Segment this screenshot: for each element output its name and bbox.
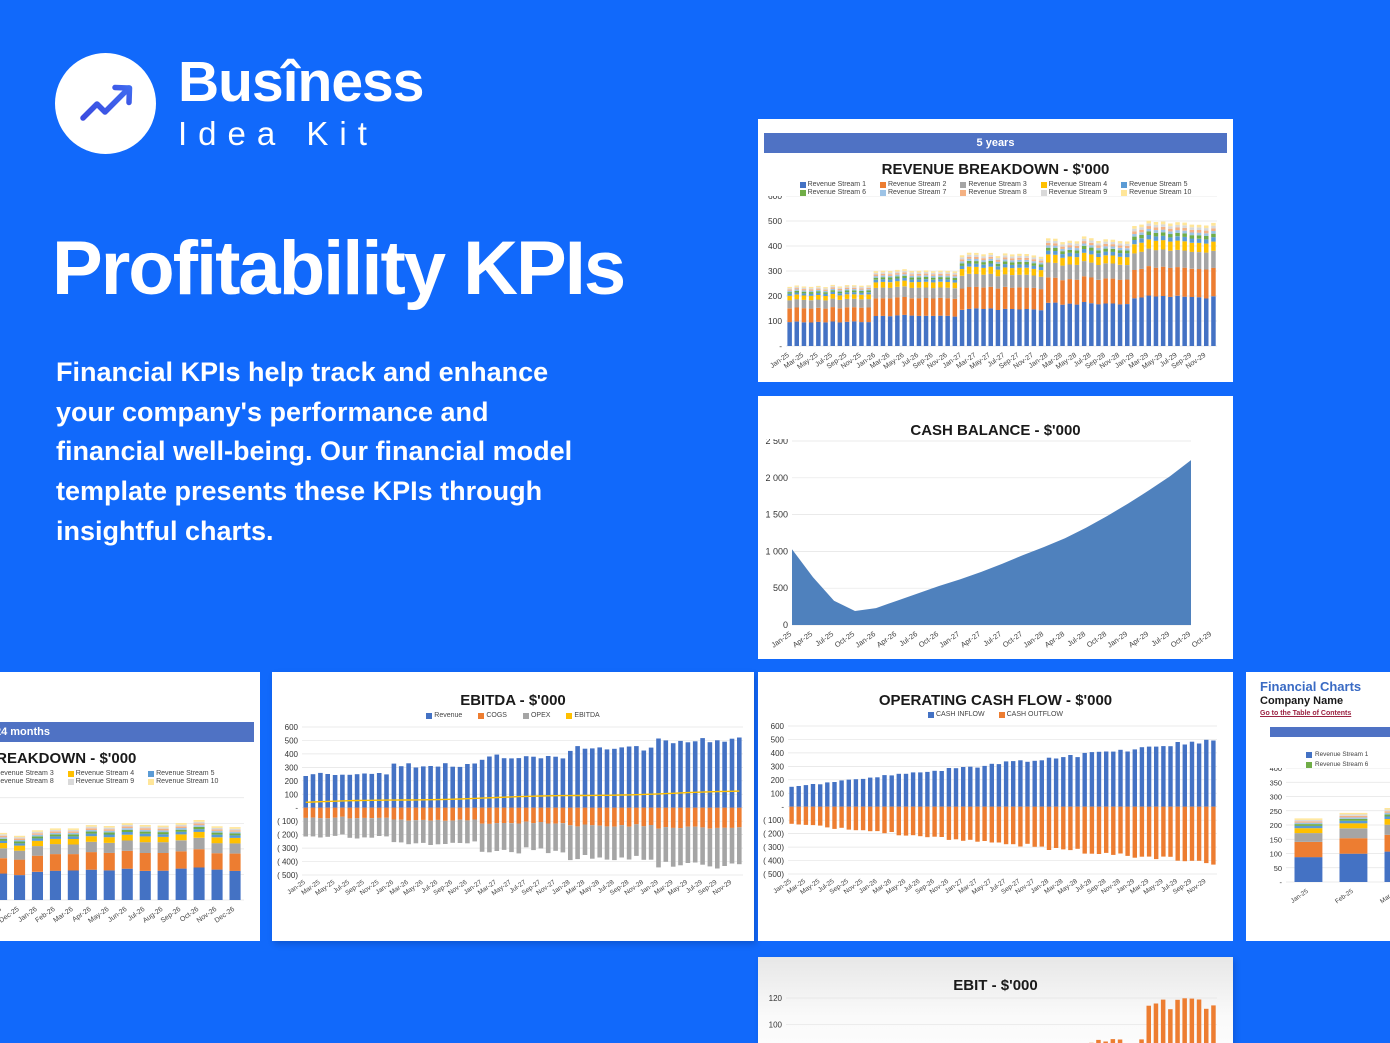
svg-text:Apr-29: Apr-29 xyxy=(1127,629,1150,649)
svg-text:Jan-28: Jan-28 xyxy=(1021,629,1045,649)
svg-text:Oct-26: Oct-26 xyxy=(917,629,940,649)
svg-text:250: 250 xyxy=(1270,807,1282,816)
svg-text:( 400): ( 400) xyxy=(277,858,298,867)
svg-text:May-26: May-26 xyxy=(87,906,110,925)
svg-text:Apr-27: Apr-27 xyxy=(959,629,982,649)
svg-text:500: 500 xyxy=(771,735,785,744)
svg-text:100: 100 xyxy=(768,316,782,326)
svg-text:200: 200 xyxy=(768,291,782,301)
svg-text:Oct-28: Oct-28 xyxy=(1085,629,1108,649)
svg-text:500: 500 xyxy=(285,736,299,745)
svg-text:Dec-25: Dec-25 xyxy=(0,906,21,925)
svg-text:-: - xyxy=(779,341,782,351)
svg-text:2 500: 2 500 xyxy=(765,439,788,446)
svg-text:300: 300 xyxy=(285,763,299,772)
svg-text:( 100): ( 100) xyxy=(763,816,784,825)
svg-text:350: 350 xyxy=(1270,778,1282,787)
svg-text:Jan-25: Jan-25 xyxy=(1290,888,1310,905)
svg-text:Jul-29: Jul-29 xyxy=(1149,629,1171,648)
svg-text:600: 600 xyxy=(768,196,782,201)
svg-text:400: 400 xyxy=(771,749,785,758)
svg-text:Mar-25: Mar-25 xyxy=(1379,888,1390,906)
svg-text:Jul-28: Jul-28 xyxy=(1065,629,1087,648)
svg-text:Jun-26: Jun-26 xyxy=(107,906,129,924)
svg-text:Oct-25: Oct-25 xyxy=(833,629,856,649)
svg-text:Jan-25: Jan-25 xyxy=(769,629,793,649)
svg-text:2 000: 2 000 xyxy=(765,473,788,483)
svg-text:120: 120 xyxy=(769,994,783,1003)
svg-text:100: 100 xyxy=(1270,850,1282,859)
svg-text:( 300): ( 300) xyxy=(277,844,298,853)
svg-text:50: 50 xyxy=(1274,864,1282,873)
svg-text:300: 300 xyxy=(1270,793,1282,802)
svg-text:Feb-25: Feb-25 xyxy=(1334,888,1355,906)
svg-text:Jan-29: Jan-29 xyxy=(1105,629,1129,649)
svg-text:Jan-26: Jan-26 xyxy=(853,629,877,649)
svg-text:( 500): ( 500) xyxy=(763,870,784,879)
svg-text:Jul-27: Jul-27 xyxy=(981,629,1003,648)
svg-text:-: - xyxy=(781,803,784,812)
svg-text:100: 100 xyxy=(771,789,785,798)
svg-text:400: 400 xyxy=(1270,768,1282,773)
svg-text:400: 400 xyxy=(285,750,299,759)
svg-text:( 200): ( 200) xyxy=(763,830,784,839)
svg-text:Dec-26: Dec-26 xyxy=(214,906,237,925)
svg-text:Jul-26: Jul-26 xyxy=(897,629,919,648)
svg-text:Mar-26: Mar-26 xyxy=(52,906,74,925)
svg-text:500: 500 xyxy=(768,216,782,226)
svg-text:-: - xyxy=(295,804,298,813)
svg-text:600: 600 xyxy=(771,722,785,731)
svg-text:Jul-25: Jul-25 xyxy=(813,629,835,648)
svg-text:Apr-26: Apr-26 xyxy=(875,629,898,649)
svg-text:1 500: 1 500 xyxy=(765,510,788,520)
svg-text:150: 150 xyxy=(1270,835,1282,844)
svg-text:400: 400 xyxy=(768,241,782,251)
svg-text:200: 200 xyxy=(285,777,299,786)
svg-text:300: 300 xyxy=(771,762,785,771)
svg-text:300: 300 xyxy=(768,266,782,276)
svg-text:200: 200 xyxy=(771,776,785,785)
svg-text:Oct-29: Oct-29 xyxy=(1169,629,1192,649)
svg-text:Jan-27: Jan-27 xyxy=(937,629,961,649)
svg-text:( 200): ( 200) xyxy=(277,831,298,840)
svg-text:Apr-28: Apr-28 xyxy=(1043,629,1066,649)
svg-text:100: 100 xyxy=(285,790,299,799)
svg-text:600: 600 xyxy=(285,723,299,732)
svg-text:( 500): ( 500) xyxy=(277,871,298,880)
svg-text:500: 500 xyxy=(773,583,788,593)
svg-text:0: 0 xyxy=(783,620,788,630)
svg-text:( 400): ( 400) xyxy=(763,857,784,866)
svg-text:-: - xyxy=(1280,878,1283,887)
svg-text:( 100): ( 100) xyxy=(277,817,298,826)
svg-text:Sep-26: Sep-26 xyxy=(160,906,183,925)
svg-text:Oct-27: Oct-27 xyxy=(1001,629,1024,649)
svg-text:( 300): ( 300) xyxy=(763,843,784,852)
svg-text:Oct-29: Oct-29 xyxy=(1190,629,1213,649)
svg-text:100: 100 xyxy=(769,1020,783,1029)
svg-text:200: 200 xyxy=(1270,821,1282,830)
svg-text:1 000: 1 000 xyxy=(765,546,788,556)
svg-text:Apr-25: Apr-25 xyxy=(791,629,814,649)
